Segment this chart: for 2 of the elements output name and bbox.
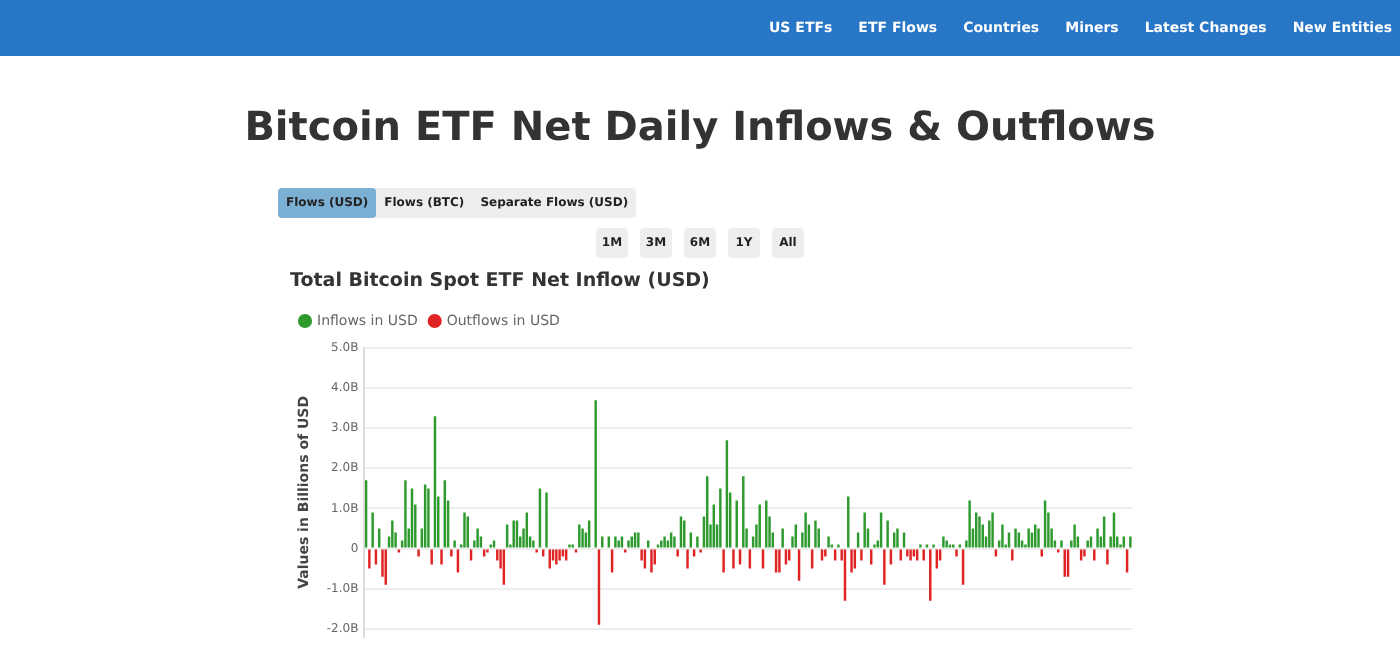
- chart-title: Bitcoin ETF Net Daily Inflows & Outflows: [242, 102, 1158, 150]
- chart-subtitle: Total Bitcoin Spot ETF Net Inflow (USD): [290, 270, 710, 292]
